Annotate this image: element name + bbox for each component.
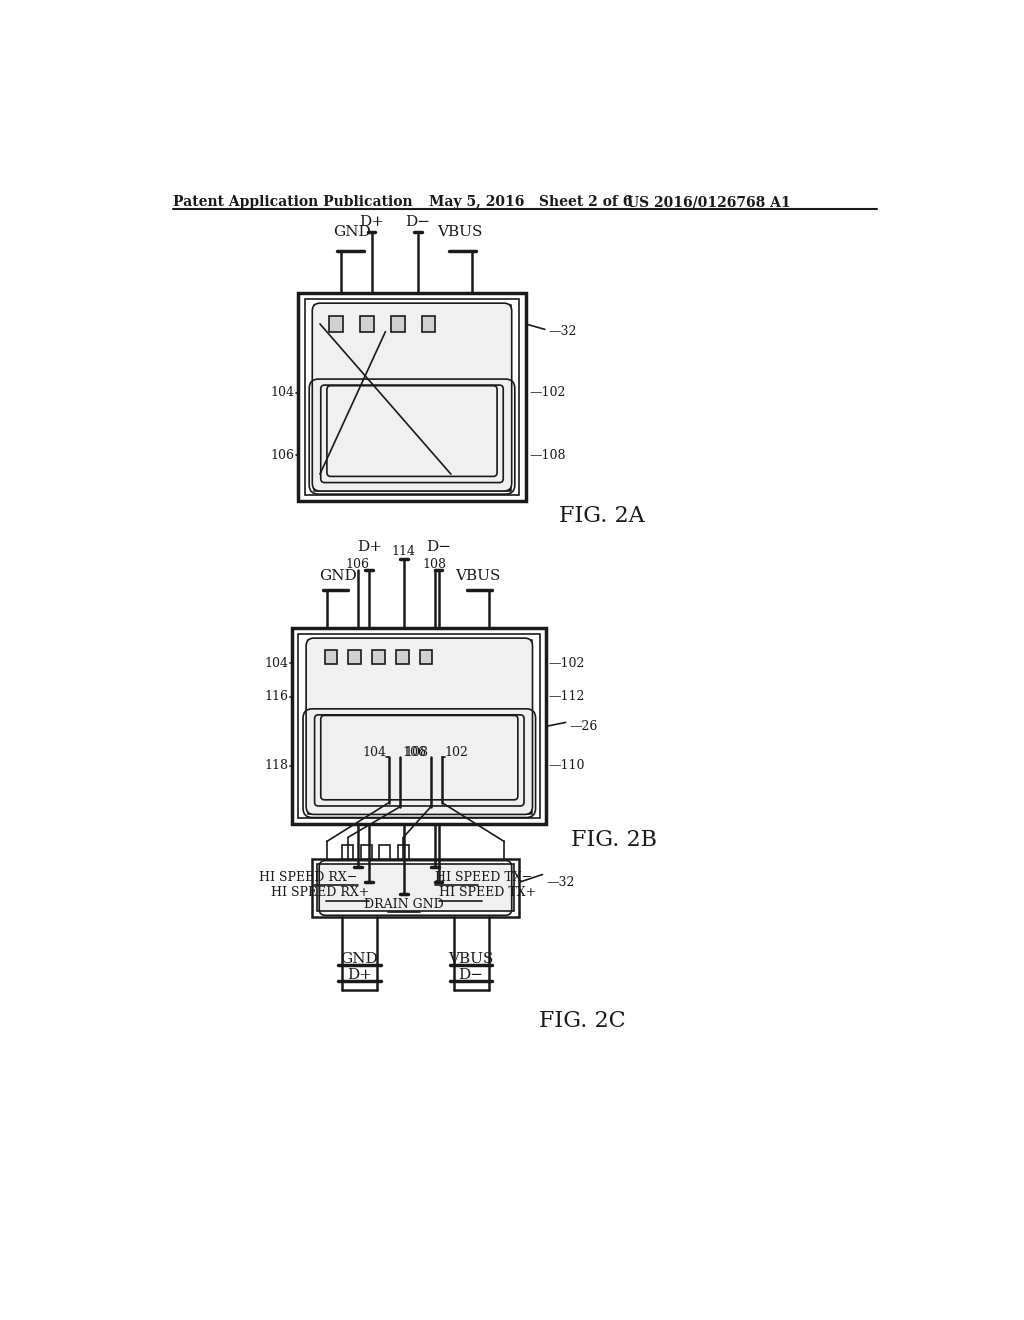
Text: —26: —26 [569,719,598,733]
Text: 106: 106 [402,746,426,759]
Bar [313,305,510,490]
FancyBboxPatch shape [306,638,532,814]
Bar [292,628,547,825]
Text: DRAIN GND: DRAIN GND [365,898,443,911]
Text: —102: —102 [549,657,585,671]
Text: GND: GND [334,224,371,239]
Bar [422,317,435,331]
Bar [330,317,343,331]
Text: 108: 108 [423,557,446,570]
Text: HI SPEED RX−: HI SPEED RX− [259,871,357,884]
FancyBboxPatch shape [312,304,512,491]
Text: D−: D− [426,540,451,554]
Text: D+: D+ [356,540,382,554]
Text: Patent Application Publication: Patent Application Publication [173,195,413,210]
Text: —102: —102 [529,387,566,400]
Text: VBUS: VBUS [455,569,501,582]
Bar [304,300,519,495]
Text: FIG. 2A: FIG. 2A [559,506,645,528]
Text: VBUS: VBUS [437,224,482,239]
Text: D+: D+ [347,968,372,982]
Text: 104: 104 [270,387,295,400]
Text: 104: 104 [362,746,386,759]
Bar [298,293,525,502]
Text: —110: —110 [549,759,585,772]
Text: —32: —32 [549,325,578,338]
Text: 118: 118 [264,759,289,772]
Text: FIG. 2B: FIG. 2B [571,829,657,851]
Text: 116: 116 [264,690,289,704]
Bar [316,865,514,911]
Bar [420,651,432,664]
Text: 106: 106 [346,557,370,570]
Bar [348,651,360,664]
Bar [396,651,409,664]
Bar [311,859,519,917]
Text: —32: —32 [547,875,574,888]
Text: FIG. 2C: FIG. 2C [539,1010,626,1032]
Bar [325,651,337,664]
Text: —112: —112 [549,690,585,704]
Text: US 2016/0126768 A1: US 2016/0126768 A1 [628,195,791,210]
Text: D−: D− [459,968,483,982]
Text: 102: 102 [444,746,469,759]
Text: —108: —108 [529,449,566,462]
Text: D−: D− [406,215,430,230]
Text: 104: 104 [264,657,289,671]
Text: VBUS: VBUS [449,952,494,966]
Bar [397,845,409,859]
Text: HI SPEED TX+: HI SPEED TX+ [438,887,536,899]
Text: HI SPEED TX−: HI SPEED TX− [435,871,531,884]
Text: 108: 108 [404,746,429,759]
Bar [391,317,404,331]
Text: GND: GND [318,569,356,582]
Bar [307,640,531,813]
Bar [373,651,385,664]
Bar [298,635,541,818]
Text: 114: 114 [392,545,416,557]
Text: 106: 106 [270,449,295,462]
Bar [360,317,374,331]
Text: May 5, 2016   Sheet 2 of 6: May 5, 2016 Sheet 2 of 6 [429,195,633,210]
Bar [342,845,353,859]
Bar [360,845,372,859]
Text: HI SPEED RX+: HI SPEED RX+ [271,887,370,899]
Bar [379,845,390,859]
Text: D+: D+ [359,215,384,230]
Text: GND: GND [340,952,378,966]
